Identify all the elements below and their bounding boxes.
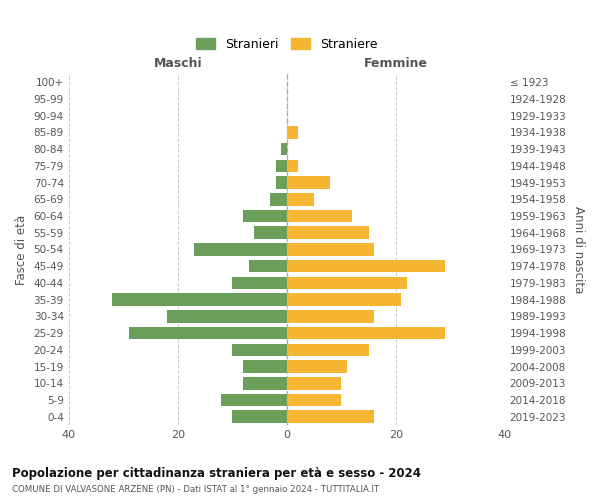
Text: Femmine: Femmine — [364, 58, 428, 70]
Bar — [243, 360, 287, 373]
Bar — [194, 243, 287, 256]
Text: Maschi: Maschi — [154, 58, 202, 70]
Bar — [287, 160, 298, 172]
Bar — [232, 344, 287, 356]
Bar — [232, 276, 287, 289]
Bar — [276, 160, 287, 172]
Bar — [254, 226, 287, 239]
Bar — [287, 310, 374, 322]
Bar — [248, 260, 287, 272]
Bar — [287, 394, 341, 406]
Text: Popolazione per cittadinanza straniera per età e sesso - 2024: Popolazione per cittadinanza straniera p… — [12, 468, 421, 480]
Bar — [287, 176, 331, 189]
Bar — [287, 377, 341, 390]
Bar — [243, 377, 287, 390]
Legend: Stranieri, Straniere: Stranieri, Straniere — [193, 34, 381, 55]
Bar — [287, 210, 352, 222]
Bar — [287, 344, 368, 356]
Bar — [128, 327, 287, 340]
Bar — [112, 294, 287, 306]
Bar — [287, 327, 445, 340]
Bar — [287, 243, 374, 256]
Bar — [287, 294, 401, 306]
Bar — [221, 394, 287, 406]
Bar — [287, 276, 407, 289]
Bar — [287, 360, 347, 373]
Bar — [276, 176, 287, 189]
Y-axis label: Anni di nascita: Anni di nascita — [572, 206, 585, 293]
Bar — [287, 410, 374, 423]
Bar — [243, 210, 287, 222]
Bar — [271, 193, 287, 205]
Bar — [287, 226, 368, 239]
Bar — [287, 260, 445, 272]
Bar — [287, 126, 298, 138]
Y-axis label: Fasce di età: Fasce di età — [15, 214, 28, 284]
Bar — [232, 410, 287, 423]
Bar — [287, 193, 314, 205]
Text: COMUNE DI VALVASONE ARZENE (PN) - Dati ISTAT al 1° gennaio 2024 - TUTTITALIA.IT: COMUNE DI VALVASONE ARZENE (PN) - Dati I… — [12, 485, 379, 494]
Bar — [167, 310, 287, 322]
Bar — [281, 143, 287, 156]
